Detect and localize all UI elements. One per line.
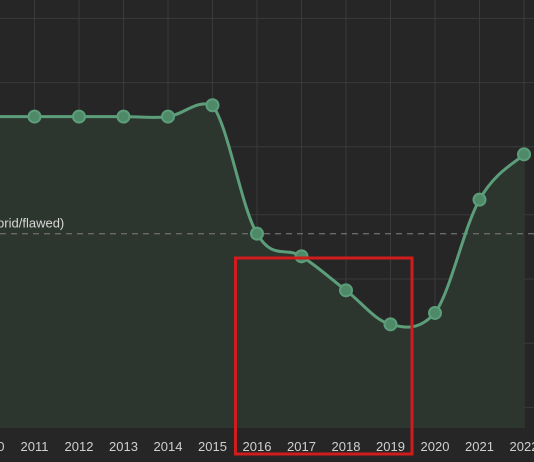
series-markers (27, 98, 531, 332)
x-tick-label: 2021 (465, 439, 494, 454)
x-tick-label: 2010 (0, 439, 4, 454)
x-tick-label: 2017 (287, 439, 316, 454)
x-tick-label: 2011 (21, 439, 49, 454)
x-tick-label: 2016 (243, 439, 272, 454)
reference-line-label: (hybrid/flawed) (0, 216, 64, 231)
data-point-2019 (383, 317, 398, 332)
x-tick-label: 2014 (154, 439, 183, 454)
data-point-2013 (116, 109, 131, 124)
data-point-2018 (339, 283, 353, 298)
data-point-2020 (428, 305, 442, 320)
data-point-2012 (72, 109, 86, 124)
x-tick-label: 2020 (421, 439, 450, 454)
data-point-2016 (250, 226, 264, 241)
data-point-2022 (517, 147, 531, 162)
x-axis-tick-labels: 2010 2011 2012 2013 2014 2015 2016 2017 2018 2019… (0, 439, 534, 454)
data-point-2011 (27, 109, 42, 124)
x-tick-label: 2018 (332, 439, 361, 454)
x-tick-label: 2012 (65, 439, 94, 454)
x-tick-label: 2013 (109, 439, 138, 454)
x-tick-label: 2015 (198, 439, 227, 454)
data-point-2017 (294, 249, 309, 264)
x-tick-label: 2022 (510, 439, 534, 454)
data-point-2014 (161, 109, 175, 124)
data-point-2015 (205, 98, 220, 113)
highlight-box (234, 256, 414, 456)
series-area-fill (0, 103, 524, 428)
x-tick-label: 2019 (376, 439, 405, 454)
data-point-2021 (472, 192, 487, 207)
